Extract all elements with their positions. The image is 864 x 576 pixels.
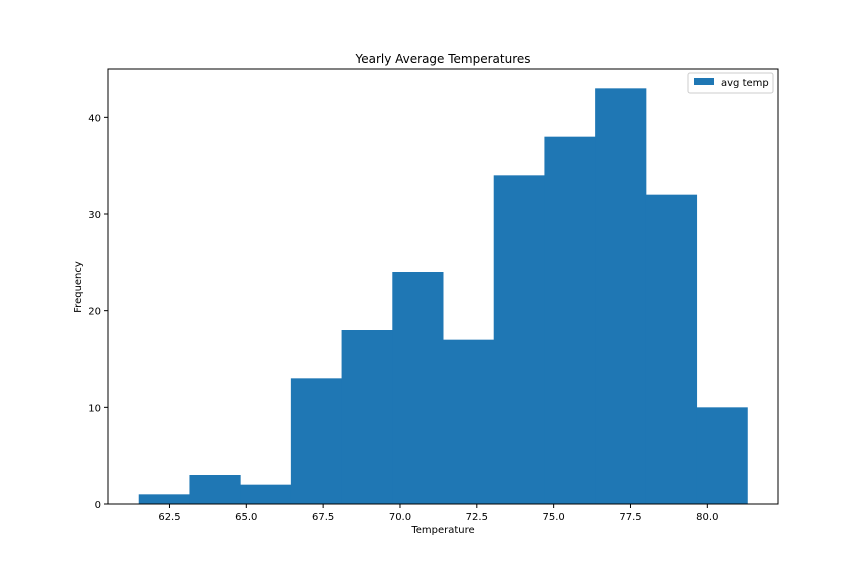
histogram-bar [443, 339, 495, 504]
histogram-bar [696, 407, 748, 504]
histogram-bar [493, 175, 545, 505]
histogram-bar [290, 378, 343, 504]
histogram-bar [595, 88, 647, 504]
y-axis-label: Frequency [73, 261, 84, 313]
y-tick-label: 10 [88, 403, 101, 414]
y-tick-label: 30 [88, 210, 101, 221]
histogram-bar [138, 494, 190, 504]
plot-frame [107, 68, 779, 505]
x-tick-label: 62.5 [158, 512, 180, 523]
bars-group [138, 88, 748, 505]
histogram-bar [392, 272, 444, 504]
legend-label: avg temp [721, 78, 769, 89]
x-tick-label: 70.0 [389, 512, 411, 523]
x-tick-label: 80.0 [696, 512, 718, 523]
histogram-bar [645, 194, 698, 504]
x-tick-label: 67.5 [312, 512, 334, 523]
ticks-group: 62.5 65.0 67.5 70.0 72.5 75.0 77.5 80.0 0 10 20 30 4… [88, 113, 718, 523]
chart-title: Yearly Average Temperatures [354, 52, 530, 66]
y-tick-label: 20 [88, 307, 101, 318]
histogram-bar [189, 475, 241, 504]
histogram-bar [341, 330, 393, 504]
x-tick-label: 65.0 [235, 512, 257, 523]
x-tick-label: 75.0 [543, 512, 565, 523]
histogram-bar [240, 484, 292, 504]
x-tick-label: 77.5 [619, 512, 641, 523]
histogram-bar [544, 136, 596, 504]
x-tick-label: 72.5 [466, 512, 488, 523]
y-tick-label: 0 [95, 500, 101, 511]
legend: avg temp [687, 72, 774, 94]
legend-swatch [694, 78, 714, 85]
y-tick-label: 40 [88, 113, 101, 124]
x-axis-label: Temperature [410, 525, 474, 536]
